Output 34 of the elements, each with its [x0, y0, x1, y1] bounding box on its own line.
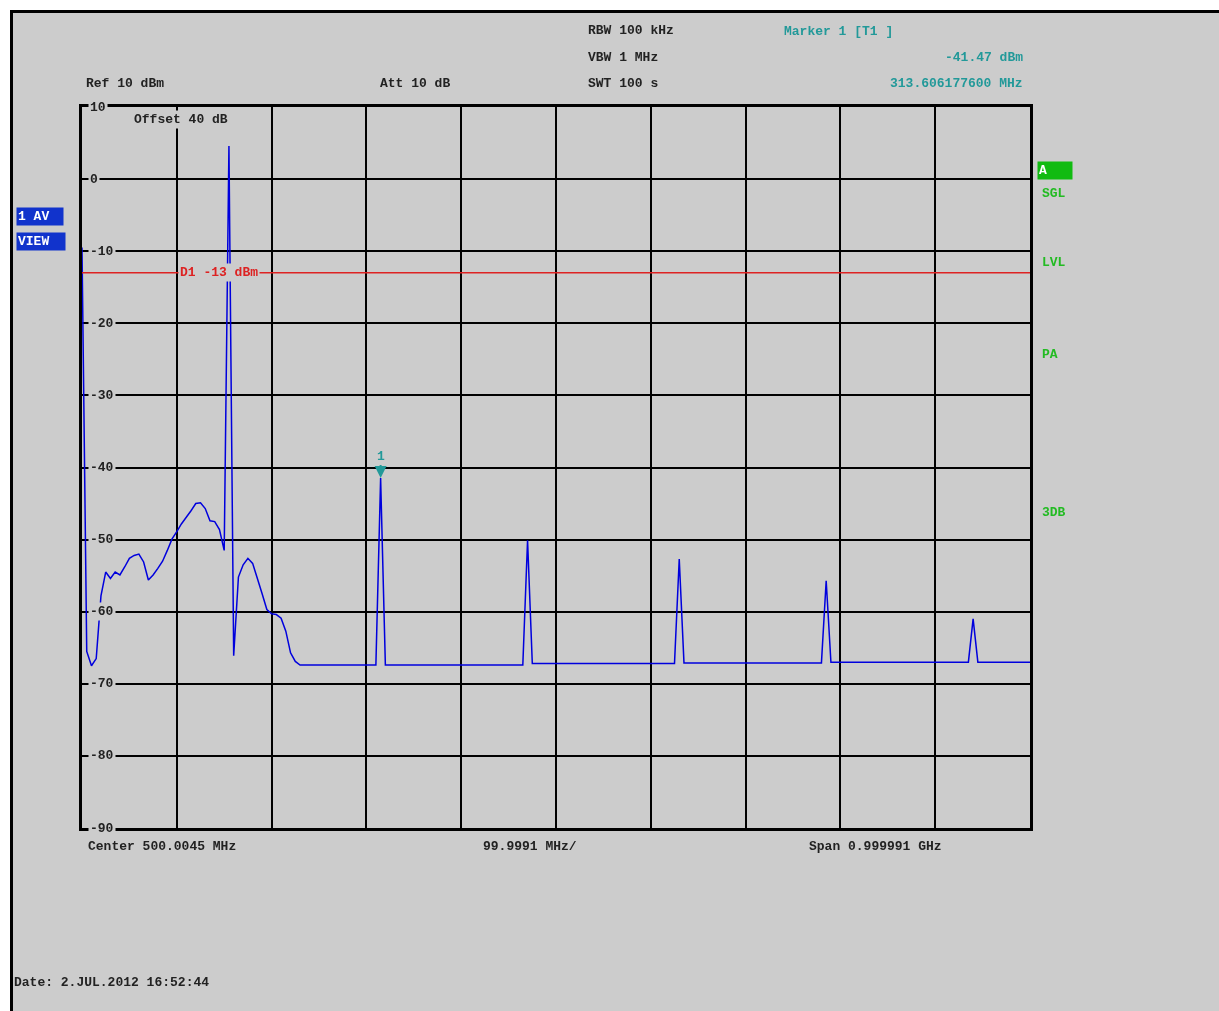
text: 3DB — [1042, 505, 1066, 520]
y-tick-label: -20 — [90, 316, 114, 331]
line-series — [82, 145, 1030, 667]
annotation: 1 — [377, 449, 385, 464]
text: Marker 1 [T1 ] — [784, 24, 894, 39]
y-tick-label: -50 — [90, 532, 114, 547]
text: -41.47 dBm — [945, 50, 1024, 65]
text: Ref 10 dBm — [86, 76, 165, 91]
text: RBW 100 kHz — [588, 23, 674, 38]
text: SWT 100 s — [588, 76, 659, 91]
text: VBW 1 MHz — [588, 50, 659, 65]
y-tick-label: -40 — [90, 460, 114, 475]
text: SGL — [1042, 186, 1066, 201]
text: 313.606177600 MHz — [890, 76, 1023, 91]
text: 99.9991 MHz/ — [483, 839, 577, 854]
text: 1 AV — [18, 209, 50, 224]
y-tick-label: 0 — [90, 172, 98, 187]
text: Att 10 dB — [380, 76, 451, 91]
y-tick-label: -60 — [90, 604, 114, 619]
annotation: Offset 40 dB — [134, 112, 228, 127]
text: VIEW — [18, 234, 50, 249]
text: PA — [1042, 347, 1058, 362]
y-tick-label: -90 — [90, 821, 114, 836]
text: LVL — [1042, 255, 1066, 270]
ref-line-label: D1 -13 dBm — [180, 265, 259, 280]
y-tick-label: 10 — [90, 100, 106, 115]
y-tick-label: -80 — [90, 748, 114, 763]
text: Date: 2.JUL.2012 16:52:44 — [14, 975, 210, 990]
y-tick-label: -30 — [90, 388, 114, 403]
y-tick-label: -10 — [90, 244, 114, 259]
text: A — [1039, 163, 1047, 178]
y-tick-label: -70 — [90, 676, 114, 691]
text: Span 0.999991 GHz — [809, 839, 942, 854]
text: Center 500.0045 MHz — [88, 839, 237, 854]
